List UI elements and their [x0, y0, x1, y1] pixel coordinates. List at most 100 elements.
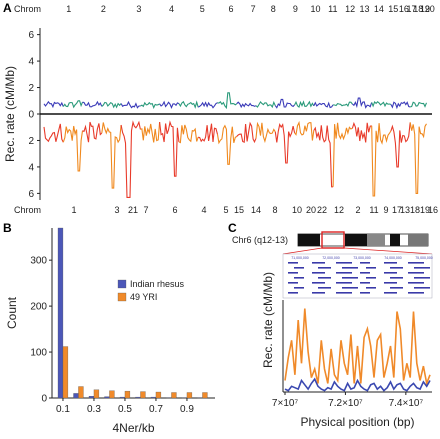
gene-feature	[366, 277, 376, 279]
gene-feature	[390, 277, 403, 279]
gene-feature	[294, 267, 304, 269]
rhesus-trace-a	[62, 100, 84, 109]
top-chrom-label: 10	[311, 4, 321, 14]
chrom-ideogram-label: Chr6 (q12-13)	[232, 235, 288, 245]
gene-feature	[312, 292, 325, 294]
bottom-chrom-label: 6	[172, 205, 177, 215]
top-chrom-label: 7	[251, 4, 256, 14]
yri-trace-a	[294, 120, 315, 141]
gene-feature	[312, 282, 325, 284]
rhesus-trace-a	[197, 101, 218, 109]
x-tick-label-c: 7.4×10⁷	[389, 398, 424, 409]
x-tick-label-b: 0.3	[87, 404, 101, 415]
gene-track-position: 72,000,000	[322, 256, 340, 260]
gene-feature	[312, 262, 325, 264]
gene-feature	[384, 282, 397, 284]
yri-trace-a	[178, 124, 199, 144]
yri-trace-a	[236, 121, 257, 144]
bottom-chrom-label: 1	[71, 205, 76, 215]
bottom-chrom-label: 14	[251, 205, 261, 215]
yri-trace-a	[313, 125, 334, 188]
rhesus-trace-a	[236, 101, 257, 109]
y-tick-label-b: 200	[30, 302, 47, 313]
rhesus-trace-a	[159, 100, 180, 110]
top-chrom-label: 16	[399, 4, 409, 14]
rhesus-trace-a	[217, 92, 238, 110]
y-tick-label-a: 2	[28, 83, 34, 94]
gene-feature	[342, 287, 358, 289]
rhesus-bar	[73, 393, 79, 399]
yri-trace-a	[371, 123, 392, 197]
gene-feature	[288, 282, 298, 284]
y-axis-label-a: Rec. rate (cM/Mb)	[3, 66, 17, 162]
rhesus-trace-a	[390, 101, 411, 110]
top-chrom-label: 2	[101, 4, 106, 14]
bottom-chrom-label: 21	[128, 205, 138, 215]
y-tick-label-b: 0	[41, 394, 47, 405]
top-chrom-label: 15	[388, 4, 398, 14]
chrom-band	[408, 234, 428, 246]
gene-feature	[384, 292, 397, 294]
gene-feature	[318, 277, 331, 279]
bottom-chrom-label: 20	[306, 205, 316, 215]
gene-feature	[312, 272, 325, 274]
legend-label: 49 YRI	[130, 292, 157, 302]
yri-trace-a	[198, 123, 219, 143]
bottom-chrom-label: 7	[143, 205, 148, 215]
gene-feature	[288, 272, 298, 274]
gene-track-position: 74,000,000	[384, 256, 402, 260]
top-chrom-label: 12	[345, 4, 355, 14]
x-tick-label-c: 7×10⁷	[272, 398, 299, 409]
gene-feature	[408, 272, 424, 274]
gene-feature	[336, 272, 352, 274]
chrom-band	[390, 234, 400, 246]
bottom-chrom-label: 12	[334, 205, 344, 215]
gene-feature	[414, 267, 430, 269]
yri-bar	[202, 392, 208, 399]
legend-swatch	[117, 292, 127, 302]
bottom-chrom-label: 18	[410, 205, 420, 215]
yri-trace-a	[159, 120, 180, 177]
rhesus-bar	[150, 396, 157, 399]
rhesus-trace-a	[140, 101, 160, 110]
yri-bar	[93, 389, 100, 399]
gene-feature	[366, 287, 376, 289]
top-chrom-label: 6	[229, 4, 234, 14]
rhesus-trace-a	[255, 100, 276, 109]
top-chrom-label: 18	[413, 4, 423, 14]
rhesus-trace-a	[294, 100, 315, 109]
rhesus-trace-a	[82, 100, 103, 108]
yri-trace-a	[216, 124, 237, 165]
top-chrom-label: 8	[271, 4, 276, 14]
top-chrom-label: 4	[169, 4, 174, 14]
gene-feature	[390, 287, 403, 289]
y-tick-label-a: 6	[28, 30, 34, 41]
gene-feature	[408, 292, 424, 294]
top-chrom-label: 5	[200, 4, 205, 14]
gene-feature	[318, 287, 331, 289]
gene-feature	[366, 267, 376, 269]
yri-trace-a	[409, 122, 427, 194]
panel-c-letter: C	[228, 221, 237, 235]
yri-trace-a	[140, 122, 161, 143]
yri-trace-a	[120, 120, 141, 198]
yri-trace-a	[332, 122, 353, 187]
rhesus-bar	[88, 396, 95, 399]
legend-label: Indian rhesus	[130, 279, 185, 289]
chrom-highlight	[321, 231, 345, 249]
x-tick-label-b: 0.7	[149, 404, 163, 415]
y-tick-label-a: 0	[28, 110, 34, 121]
yri-bar	[124, 390, 131, 399]
yri-bar	[171, 392, 177, 399]
gene-feature	[360, 272, 370, 274]
panel-a-letter: A	[3, 1, 12, 15]
rhesus-bar	[119, 396, 126, 399]
bottom-chrom-label: 22	[317, 205, 327, 215]
top-chrom-label: 9	[293, 4, 298, 14]
gene-feature	[294, 277, 304, 279]
top-chrom-label: 20	[425, 4, 435, 14]
rhesus-trace-a	[352, 97, 373, 109]
rhesus-trace-a	[409, 101, 428, 108]
